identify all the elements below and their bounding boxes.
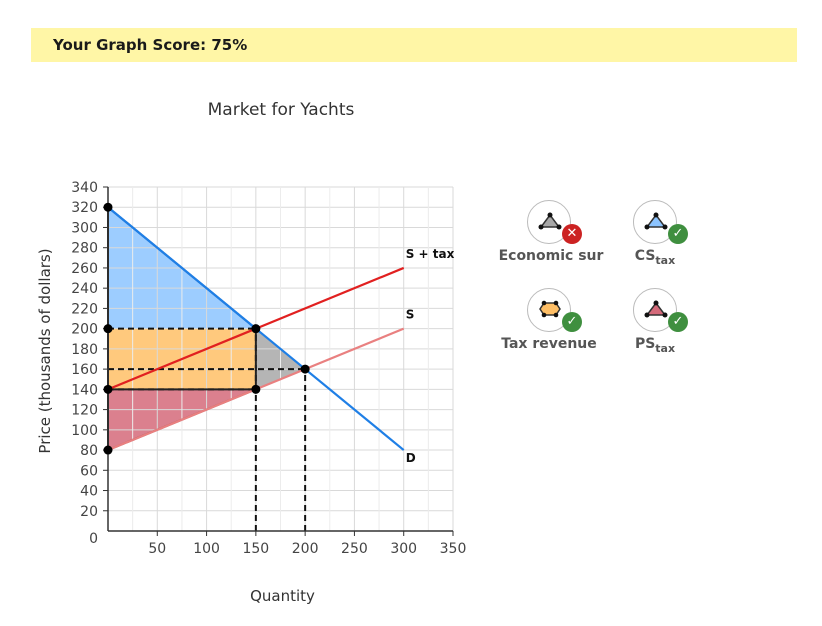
data-point bbox=[251, 324, 261, 334]
y-tick-label: 240 bbox=[71, 281, 98, 297]
series-label: S + tax bbox=[406, 247, 455, 261]
origin-label: 0 bbox=[89, 531, 98, 547]
cs-label-main: CS bbox=[634, 248, 656, 264]
y-tick-label: 80 bbox=[80, 443, 98, 459]
x-tick-label: 50 bbox=[148, 541, 166, 557]
data-point bbox=[103, 384, 113, 394]
data-point bbox=[300, 364, 310, 374]
y-tick-label: 40 bbox=[80, 484, 98, 500]
x-tick-label: 200 bbox=[292, 541, 319, 557]
y-tick-label: 120 bbox=[71, 403, 98, 419]
legend-label-ps-tax: PStax bbox=[600, 336, 710, 355]
y-tick-label: 60 bbox=[80, 463, 98, 479]
data-point bbox=[103, 324, 113, 334]
x-tick-label: 350 bbox=[440, 541, 467, 557]
y-tick-label: 140 bbox=[71, 382, 98, 398]
x-tick-label: 250 bbox=[341, 541, 368, 557]
series-label: S bbox=[406, 308, 415, 322]
x-tick-label: 100 bbox=[193, 541, 220, 557]
data-point bbox=[103, 202, 113, 212]
legend-label-cs-tax: CStax bbox=[600, 248, 710, 267]
score-banner: Your Graph Score: 75% bbox=[31, 28, 797, 62]
y-tick-label: 220 bbox=[71, 301, 98, 317]
data-point bbox=[103, 445, 113, 455]
x-tick-label: 150 bbox=[242, 541, 269, 557]
wrong-badge-icon: ✕ bbox=[562, 224, 582, 244]
check-badge-icon: ✓ bbox=[562, 312, 582, 332]
x-axis-label: Quantity bbox=[250, 587, 315, 605]
legend-label-tax-revenue: Tax revenue bbox=[501, 336, 597, 352]
check-badge-icon: ✓ bbox=[668, 312, 688, 332]
y-tick-label: 300 bbox=[71, 220, 98, 236]
y-tick-label: 260 bbox=[71, 261, 98, 277]
y-tick-label: 20 bbox=[80, 504, 98, 520]
y-tick-label: 180 bbox=[71, 342, 98, 358]
ps-label-main: PS bbox=[634, 336, 656, 352]
legend-label-economic-surplus: Economic sur bbox=[498, 248, 604, 264]
ps-label-sub: tax bbox=[655, 341, 676, 355]
y-tick-label: 340 bbox=[71, 180, 98, 196]
y-axis-label: Price (thousands of dollars) bbox=[36, 248, 54, 453]
y-tick-label: 100 bbox=[71, 423, 98, 439]
cs-label-sub: tax bbox=[655, 253, 676, 267]
check-badge-icon: ✓ bbox=[668, 224, 688, 244]
y-tick-label: 320 bbox=[71, 200, 98, 216]
y-tick-label: 160 bbox=[71, 362, 98, 378]
data-point bbox=[251, 384, 261, 394]
y-tick-label: 280 bbox=[71, 241, 98, 257]
score-text: Your Graph Score: 75% bbox=[53, 36, 248, 54]
y-tick-label: 200 bbox=[71, 322, 98, 338]
x-tick-label: 300 bbox=[390, 541, 417, 557]
chart-title: Market for Yachts bbox=[207, 100, 355, 120]
series-label: D bbox=[406, 451, 416, 465]
